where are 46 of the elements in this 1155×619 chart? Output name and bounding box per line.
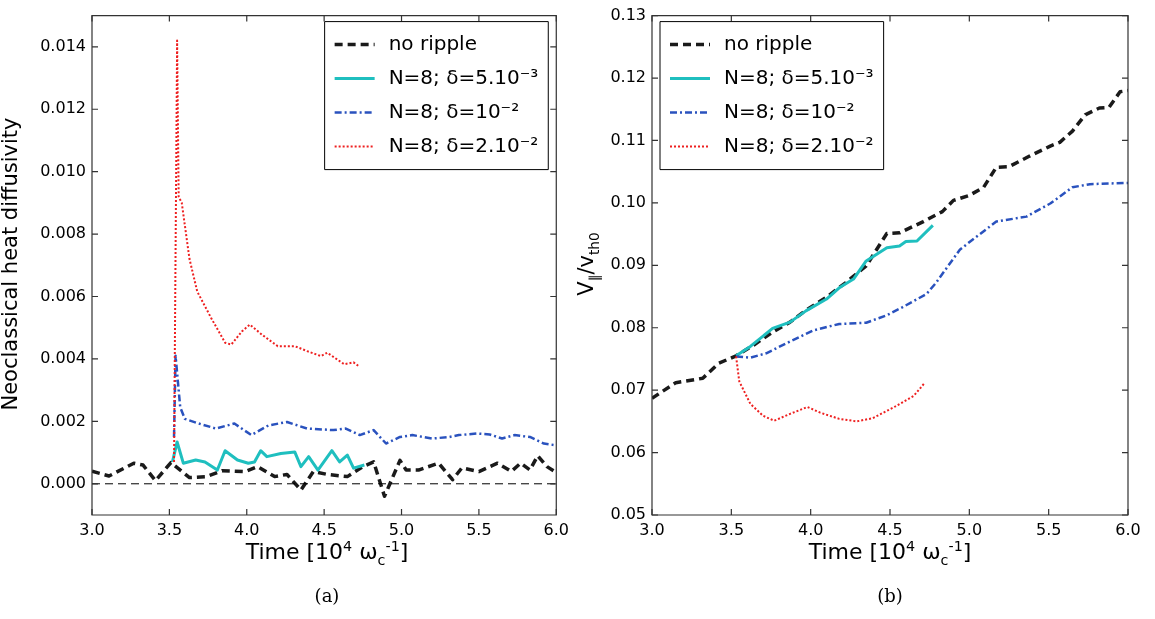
legend-label: no ripple xyxy=(388,30,477,55)
legend-label: N=8; δ=2.10⁻² xyxy=(724,132,874,157)
y-tick-label: 0.008 xyxy=(40,223,86,243)
x-tick-label: 5.0 xyxy=(956,519,983,539)
y-tick-label: 0.06 xyxy=(610,441,646,461)
x-tick-label: 5.5 xyxy=(1035,519,1062,539)
x-tick-label: 4.0 xyxy=(797,519,824,539)
x-tick-label: 3.5 xyxy=(718,519,745,539)
legend-label: N=8; δ=10⁻² xyxy=(388,98,520,123)
legend-label: N=8; δ=5.10⁻³ xyxy=(388,64,539,89)
legend-label: no ripple xyxy=(724,30,813,55)
y-tick-label: 0.11 xyxy=(610,129,646,149)
y-tick-label: 0.012 xyxy=(40,98,86,118)
text: (a) xyxy=(314,585,340,606)
x-tick-label: 3.5 xyxy=(156,519,183,539)
y-tick-label: 0.08 xyxy=(610,316,646,336)
y-axis-title: Neoclassical heat diffusivity xyxy=(0,117,22,411)
y-tick-label: 0.10 xyxy=(610,192,646,212)
y-tick-label: 0.006 xyxy=(40,285,86,305)
x-tick-label: 4.0 xyxy=(234,519,260,539)
x-axis-title: Time [10$^{4}$ ω$_{c}$$^{-1}$] xyxy=(245,538,409,568)
x-tick-label: 6.0 xyxy=(543,519,569,539)
y-tick-label: 0.07 xyxy=(610,379,646,399)
legend-label: N=8; δ=2.10⁻² xyxy=(388,132,539,157)
y-tick-label: 0.014 xyxy=(40,35,86,55)
x-tick-label: 6.0 xyxy=(1115,519,1141,539)
legend-label: N=8; δ=10⁻² xyxy=(724,98,855,123)
line-series xyxy=(735,355,926,423)
y-tick-label: 0.09 xyxy=(610,254,646,274)
y-tick-label: 0.004 xyxy=(40,348,86,368)
line-series xyxy=(92,453,557,499)
text: (b) xyxy=(877,585,903,606)
x-tick-label: 5.5 xyxy=(466,519,492,539)
x-tick-label: 4.5 xyxy=(877,519,903,539)
y-tick-label: 0.12 xyxy=(610,67,646,87)
y-tick-label: 0.13 xyxy=(610,4,646,24)
x-tick-label: 4.5 xyxy=(311,519,337,539)
legend-label: N=8; δ=5.10⁻³ xyxy=(724,64,874,89)
x-tick-label: 3.0 xyxy=(79,519,105,539)
y-tick-label: 0.000 xyxy=(40,472,86,492)
y-tick-label: 0.002 xyxy=(40,410,86,430)
line-series xyxy=(172,354,556,447)
x-axis-title: Time [10$^{4}$ ω$_{c}$$^{-1}$] xyxy=(808,538,972,568)
line-series xyxy=(173,39,360,463)
x-tick-label: 5.0 xyxy=(388,519,415,539)
y-tick-label: 0.010 xyxy=(40,160,86,180)
